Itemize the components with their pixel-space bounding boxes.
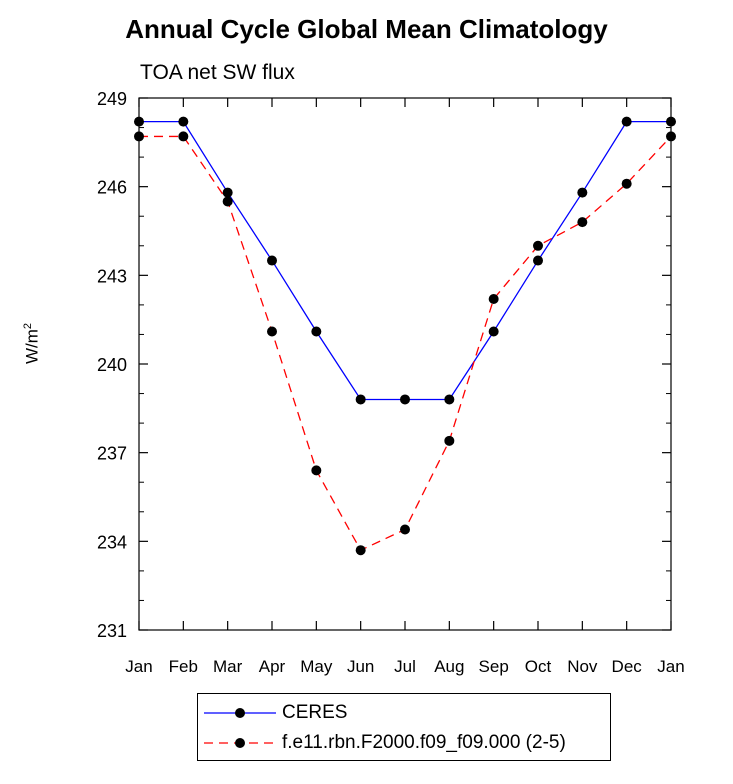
legend-symbol-0 [204,708,276,718]
x-tick-label-2: Mar [213,657,243,676]
x-tick-label-12: Jan [657,657,684,676]
data-point-s1-0 [134,131,144,142]
y-tick-label-243: 243 [97,266,127,286]
legend: CERES f.e11.rbn.F2000.f09_f09.000 (2-5) [197,693,611,761]
chart-subtitle: TOA net SW flux [140,61,295,84]
x-tick-label-3: Apr [259,657,286,676]
legend-item-0: CERES [198,698,610,728]
data-point-s1-11 [621,178,632,189]
data-point-s0-1 [178,116,189,127]
legend-symbol-1 [204,738,276,748]
x-tick-label-7: Aug [434,657,464,676]
data-point-s0-9 [533,255,543,266]
data-point-s0-4 [311,326,322,337]
x-tick-label-9: Oct [525,657,552,676]
y-tick-label-234: 234 [97,532,127,552]
legend-item-1: f.e11.rbn.F2000.f09_f09.000 (2-5) [198,728,610,758]
data-point-s0-12 [666,116,676,127]
series-line-0 [139,120,671,401]
data-point-s0-11 [621,116,632,127]
data-point-s1-3 [267,326,277,337]
y-tick-label-249: 249 [97,89,127,109]
data-point-s0-6 [400,394,410,405]
series-line-1 [139,135,672,552]
x-tick-label-0: Jan [125,657,152,676]
x-tick-label-5: Jun [347,657,374,676]
legend-label-0: CERES [282,702,348,723]
data-point-s1-6 [400,524,410,535]
data-point-s0-5 [355,394,366,405]
data-point-s1-8 [488,293,499,304]
x-tick-label-1: Feb [169,657,198,676]
data-point-s1-4 [311,465,322,476]
x-tick-label-10: Nov [567,657,598,676]
legend-label-1: f.e11.rbn.F2000.f09_f09.000 (2-5) [282,732,566,753]
data-point-s0-10 [577,187,588,198]
y-tick-label-231: 231 [97,621,127,641]
y-tick-label-240: 240 [97,355,127,375]
data-point-s1-12 [666,131,676,142]
data-point-s0-2 [222,187,233,198]
data-point-s0-3 [267,255,277,266]
y-tick-label-246: 246 [97,178,127,198]
data-point-s1-2 [222,196,233,207]
data-point-s1-10 [577,217,588,228]
data-point-s0-0 [134,116,144,127]
chart-title: Annual Cycle Global Mean Climatology [125,14,608,44]
legend-marker-1 [235,738,245,748]
y-tick-label-237: 237 [97,444,127,464]
data-point-s1-9 [533,240,543,251]
x-tick-label-11: Dec [612,657,643,676]
data-point-s1-1 [178,131,189,142]
x-tick-label-8: Sep [479,657,509,676]
data-point-s0-7 [444,394,455,405]
data-point-s0-8 [488,326,499,337]
legend-marker-0 [235,708,245,718]
data-point-s1-5 [355,545,366,556]
x-tick-label-6: Jul [394,657,416,676]
x-tick-label-4: May [300,657,333,676]
data-point-s1-7 [444,435,455,446]
